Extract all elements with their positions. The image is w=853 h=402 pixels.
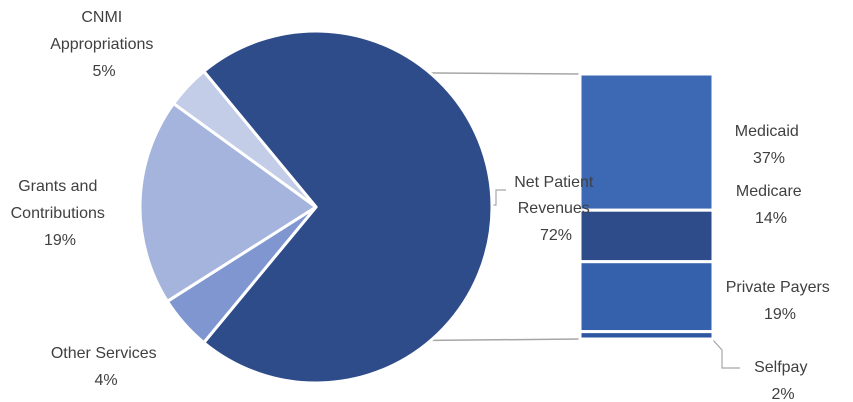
label-medicaid: Medicaid 37%: [735, 123, 803, 167]
breakdown-bar: [578, 72, 715, 341]
label-medicare: Medicare 14%: [736, 183, 806, 227]
label-grants-and-contributions: Grants and Contributions 19%: [11, 178, 110, 249]
leader-line-net-patient-revenues: [492, 189, 506, 206]
labels: CNMI Appropriations 5% Grants and Contri…: [11, 9, 835, 402]
pie-slice-net-patient-revenues: [202, 29, 494, 385]
label-private-payers: Private Payers 19%: [726, 279, 835, 323]
label-other-services: Other Services 4%: [51, 345, 161, 389]
bar-segment-private-payers: [578, 260, 715, 334]
leader-line-selfpay: [712, 339, 740, 369]
label-selfpay: Selfpay 2%: [754, 359, 812, 402]
label-cnmi-appropriations: CNMI Appropriations 5%: [50, 9, 158, 80]
label-net-patient-revenues: Net Patient Revenues 72%: [514, 174, 598, 244]
bar-segment-medicare: [578, 208, 715, 264]
bar-segment-selfpay: [578, 330, 715, 341]
bar-segment-medicaid: [578, 72, 715, 212]
pie-slice-other-services: [172, 69, 318, 209]
pie: [138, 29, 494, 385]
pie-slice-grants-and-contributions: [138, 102, 318, 303]
